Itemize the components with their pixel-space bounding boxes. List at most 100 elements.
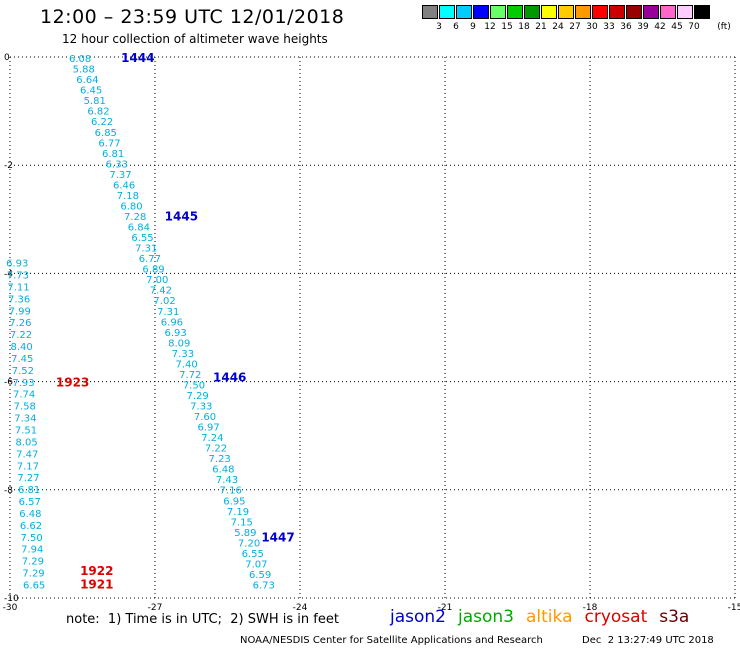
swh-value: 7.31 <box>157 307 179 318</box>
legend-swatch <box>694 5 710 19</box>
legend-swatch <box>660 5 676 19</box>
swh-value: 8.05 <box>16 437 38 448</box>
swh-value: 6.33 <box>106 159 128 170</box>
swh-value: 7.22 <box>10 330 32 341</box>
time-label: 1921 <box>80 577 113 591</box>
legend-swatch <box>609 5 625 19</box>
legend-swatch <box>558 5 574 19</box>
swh-value: 6.96 <box>161 317 183 328</box>
swh-value: 7.42 <box>150 286 172 297</box>
legend-unit: (ft) <box>717 22 731 32</box>
legend-swatch <box>592 5 608 19</box>
legend-swatch <box>541 5 557 19</box>
satellite-jason2: jason2 <box>390 607 446 627</box>
swh-value: 6.57 <box>19 497 41 508</box>
legend-label: 9 <box>470 22 476 32</box>
legend-swatch <box>524 5 540 19</box>
swh-value: 6.77 <box>139 254 161 265</box>
swh-value: 7.94 <box>21 545 43 556</box>
swh-value: 7.17 <box>17 461 39 472</box>
legend-swatch <box>626 5 642 19</box>
swh-value: 7.60 <box>194 412 216 423</box>
satellite-legend: jason2 jason3 altika cryosat s3a <box>390 607 701 627</box>
swh-value: 6.55 <box>242 549 264 560</box>
swh-value: 6.45 <box>80 86 102 97</box>
swh-value: 7.52 <box>12 366 34 377</box>
swh-value: 7.15 <box>231 517 253 528</box>
axis-labels: -30 -27 -24 -21 -18 -15 0 -2 -4 -6 -8 -10 <box>3 53 740 613</box>
swh-value: 6.80 <box>120 201 142 212</box>
legend-swatch <box>507 5 523 19</box>
footer-date: Dec 2 13:27:49 UTC 2018 <box>582 635 714 646</box>
y-tick-label: -6 <box>4 378 13 388</box>
chart-title: 12:00 – 23:59 UTC 12/01/2018 <box>40 6 345 28</box>
swh-value: 6.95 <box>223 496 245 507</box>
y-tick-label: -4 <box>4 269 13 279</box>
satellite-jason3: jason3 <box>458 607 514 627</box>
legend-label: 42 <box>654 22 666 32</box>
legend-label: 12 <box>484 22 496 32</box>
swh-value: 7.29 <box>22 569 44 580</box>
time-label: 1923 <box>56 376 89 390</box>
footer-note: note: 1) Time is in UTC; 2) SWH is in fe… <box>66 612 339 627</box>
swh-value: 6.89 <box>142 265 164 276</box>
time-label: 1922 <box>80 564 113 578</box>
swh-value: 7.31 <box>135 244 157 255</box>
swh-value: 6.55 <box>131 233 153 244</box>
legend-swatch <box>422 5 438 19</box>
swh-value: 7.51 <box>15 425 37 436</box>
swh-value: 5.89 <box>234 528 256 539</box>
swh-value: 6.48 <box>19 509 41 520</box>
grid-lines <box>9 56 736 599</box>
swh-value: 7.40 <box>175 359 197 370</box>
swh-value: 7.02 <box>153 296 175 307</box>
legend-swatch <box>456 5 472 19</box>
data-tracks: 6.085.886.646.455.816.826.226.856.776.81… <box>6 54 275 591</box>
swh-value: 7.43 <box>216 475 238 486</box>
y-tick-label: -8 <box>4 486 13 496</box>
swh-value: 6.84 <box>128 223 150 234</box>
swh-value: 8.40 <box>11 342 33 353</box>
x-tick-label: -18 <box>583 603 598 613</box>
swh-value: 6.77 <box>98 138 120 149</box>
legend-label: 24 <box>552 22 564 32</box>
swh-value: 6.97 <box>198 423 220 434</box>
x-tick-label: -30 <box>3 603 18 613</box>
satellite-cryosat: cryosat <box>584 607 648 627</box>
legend-label: 70 <box>688 22 700 32</box>
swh-value: 6.08 <box>69 54 91 65</box>
time-label: 1444 <box>121 51 154 65</box>
time-label: 1447 <box>261 530 294 544</box>
swh-value: 5.81 <box>84 96 106 107</box>
legend-label: 3 <box>436 22 442 32</box>
swh-value: 7.74 <box>13 390 35 401</box>
swh-value: 7.47 <box>16 449 38 460</box>
swh-value: 6.81 <box>18 485 40 496</box>
swh-value: 7.18 <box>117 191 139 202</box>
swh-value: 7.72 <box>179 370 201 381</box>
y-tick-label: -2 <box>4 161 13 171</box>
swh-value: 8.09 <box>168 338 190 349</box>
swh-value: 6.73 <box>253 580 275 591</box>
swh-value: 7.45 <box>11 354 33 365</box>
y-tick-label: 0 <box>4 53 10 63</box>
legend-label: 33 <box>603 22 615 32</box>
swh-value: 6.65 <box>23 580 45 591</box>
x-tick-label: -15 <box>728 603 740 613</box>
swh-value: 6.82 <box>87 107 109 118</box>
legend-swatch <box>677 5 693 19</box>
swh-value: 6.22 <box>91 117 113 128</box>
legend-swatch <box>490 5 506 19</box>
swh-value: 7.16 <box>220 486 242 497</box>
swh-value: 7.50 <box>21 533 43 544</box>
legend-swatch <box>473 5 489 19</box>
swh-value: 7.24 <box>201 433 223 444</box>
chart-subtitle: 12 hour collection of altimeter wave hei… <box>62 32 328 46</box>
legend-label: 36 <box>620 22 632 32</box>
legend-label: 18 <box>518 22 530 32</box>
swh-value: 7.29 <box>22 557 44 568</box>
satellite-altika: altika <box>526 607 573 627</box>
swh-value: 7.23 <box>209 454 231 465</box>
legend-label: 15 <box>501 22 513 32</box>
